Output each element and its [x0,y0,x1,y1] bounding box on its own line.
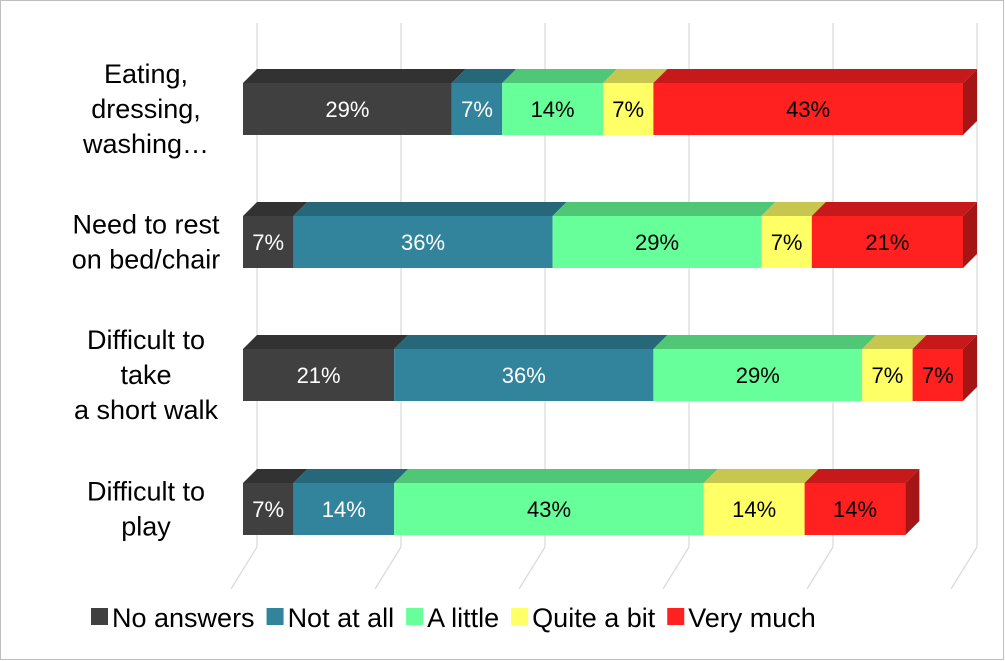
category-label: Difficult to play [87,477,205,542]
gridline-floor [950,546,978,590]
bar-segment-top [862,335,927,349]
bar-side [963,69,977,135]
legend-label: A little [427,603,499,633]
legend-swatch [406,608,424,625]
legend-swatch [91,608,108,625]
bar-segment [243,83,452,135]
bar-segment-top [703,469,819,483]
data-label: 14% [531,97,575,122]
legend-label: Quite a bit [532,603,656,633]
data-label: 43% [527,497,571,522]
bar-segment [502,83,603,135]
bar-segment [394,483,704,535]
bar-segment [761,216,812,268]
data-label: 43% [786,97,830,122]
bar-side [905,469,920,535]
data-label: 7% [252,230,284,255]
data-label: 7% [922,363,954,388]
data-label: 36% [502,363,546,388]
category-label: Difficult to take a short walk [74,325,219,425]
bar-segment-top [451,69,517,83]
data-label: 7% [252,497,284,522]
legend-label: Very much [688,603,816,633]
bar-segment-top [912,335,977,349]
data-label: 36% [401,230,445,255]
legend-label: Not at all [288,603,395,633]
bar-segment-top [552,202,776,216]
bar-segment-top [243,335,409,349]
bar-segment-top [653,335,877,349]
legend-swatch [266,608,284,625]
bar-segment [552,216,762,268]
bar-segment [811,216,963,268]
data-label: 7% [461,97,493,122]
bar-segment [293,216,553,268]
data-label: 21% [865,230,909,255]
data-label: 14% [732,497,776,522]
data-label: 7% [771,230,803,255]
bar-segment-top [243,69,466,83]
data-label: 14% [322,497,366,522]
bar-segment-top [804,469,920,483]
bar-segment-top [761,202,826,216]
bar-segment-top [394,335,668,349]
bar-segment [293,483,395,535]
data-label: 21% [297,363,341,388]
bar-segment-top [603,69,668,83]
bar-group: 29% 7% 14% 7% 43% [243,69,977,135]
bar-segment [912,349,963,401]
gridline-floor [806,546,834,590]
gridline-floor [518,546,546,590]
bar-segment-top [293,469,409,483]
bar-segment [243,483,294,535]
data-label: 29% [325,97,369,122]
bar-segment-top [502,69,617,83]
bar-segment [603,83,654,135]
gridline-floor [662,546,690,590]
bar-segment [862,349,913,401]
bar-segment [653,349,863,401]
data-label: 29% [736,363,780,388]
bar-segment [703,483,805,535]
bar-side [963,335,977,401]
bar-segment [653,83,963,135]
category-label: Eating, dressing, washing… [82,59,209,159]
legend-swatch [511,608,529,625]
bar-segment [243,349,395,401]
bar-group: 7% 36% 29% 7% 21% [243,202,977,268]
data-label: 29% [635,230,679,255]
legend-label: No answers [112,603,255,633]
gridline-floor [230,546,258,590]
data-label: 7% [872,363,904,388]
bar-group: 7% 14% 43% 14% 14% [243,469,920,535]
bar-segment-top [293,202,567,216]
bar-segment-top [394,469,718,483]
bar-segment [451,83,503,135]
gridline-floor [374,546,402,590]
data-label: 14% [833,497,877,522]
bar-segment [804,483,906,535]
bar-segment-top [243,469,308,483]
data-label: 7% [612,97,644,122]
bar-side [963,202,977,268]
legend-swatch [667,608,685,625]
bar-segment [394,349,654,401]
bar-segment-top [243,202,308,216]
bar-segment-top [811,202,977,216]
bar-segment-top [653,69,977,83]
category-label: Need to rest on bed/chair [72,210,221,275]
bar-segment [243,216,294,268]
legend: No answers Not at all A little Quite a bit V… [91,603,816,633]
bar-group: 21% 36% 29% 7% 7% [243,335,977,401]
